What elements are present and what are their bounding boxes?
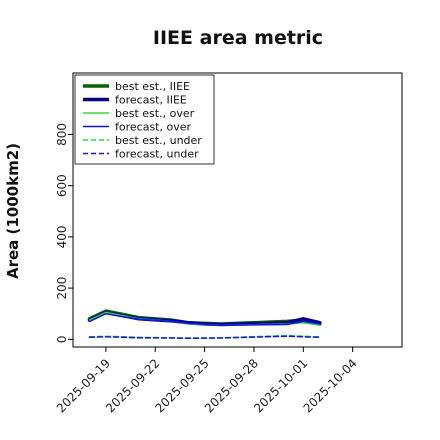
y-tick-label: 200 xyxy=(55,277,69,300)
series-line-3 xyxy=(88,312,321,326)
y-tick-label: 0 xyxy=(55,335,69,343)
legend-box xyxy=(74,74,215,165)
x-tick-label: 2025-10-04 xyxy=(301,356,360,415)
y-tick-label: 800 xyxy=(55,123,69,146)
series-layer xyxy=(87,309,322,340)
legend-label: best est., over xyxy=(115,107,195,120)
chart-title: IIEE area metric xyxy=(153,27,323,49)
legend-label: forecast, under xyxy=(115,148,199,161)
x-axis: 2025-09-192025-09-222025-09-252025-09-28… xyxy=(54,347,360,415)
series-line-1 xyxy=(87,310,322,327)
y-tick-label: 400 xyxy=(55,225,69,248)
y-axis: 0 200 400 600 800 xyxy=(55,123,73,343)
legend-label: best est., under xyxy=(115,134,202,147)
legend-label: forecast, IIEE xyxy=(115,94,187,107)
legend-label: best est., IIEE xyxy=(115,80,190,93)
plot-frame xyxy=(72,72,403,348)
y-axis-label: Area (1000km2) xyxy=(4,143,22,279)
legend-label: forecast, over xyxy=(115,121,191,134)
series-line-5 xyxy=(88,335,321,340)
y-tick-label: 600 xyxy=(55,174,69,197)
